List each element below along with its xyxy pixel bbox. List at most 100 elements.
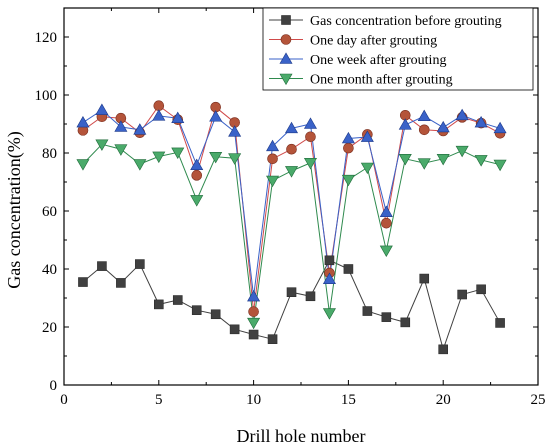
series-4-point: [209, 151, 223, 164]
series-1-point: [286, 287, 297, 298]
series-4-point: [493, 159, 507, 172]
series-1-point: [457, 289, 467, 300]
series-3-point: [190, 158, 204, 170]
legend-marker-2: [280, 34, 292, 45]
series-1-point: [476, 284, 486, 295]
series-1-point: [419, 273, 430, 284]
series-2-point: [305, 131, 316, 143]
series-2-point: [418, 124, 430, 136]
series-4-point: [303, 158, 317, 170]
y-tick-label: 120: [35, 30, 58, 46]
series-1-point: [400, 317, 411, 328]
series-3-point: [133, 123, 147, 135]
x-tick-label: 0: [60, 392, 68, 408]
series-2-point: [248, 306, 259, 317]
series-4-point: [152, 151, 166, 164]
series-1-point: [97, 261, 107, 271]
series-3-point: [436, 120, 450, 133]
plot-markers: [76, 100, 507, 355]
series-4-point: [133, 159, 147, 171]
series-3-point: [417, 109, 431, 121]
series-1-point: [324, 255, 335, 266]
series-4-point: [171, 147, 185, 160]
series-1-point: [495, 318, 505, 328]
series-1-point: [172, 295, 183, 305]
series-4-point: [285, 166, 299, 178]
series-1-point: [248, 329, 259, 340]
series-1-point: [305, 291, 316, 302]
series-1-point: [154, 299, 164, 310]
x-tick-label: 15: [341, 392, 356, 408]
series-3-point: [76, 115, 90, 128]
series-3-point: [398, 118, 412, 130]
series-4-point: [228, 153, 242, 165]
series-4-point: [114, 144, 128, 156]
series-3-point: [341, 131, 355, 144]
x-axis-title: Drill hole number: [237, 426, 366, 446]
series-3-point: [285, 121, 299, 134]
series-3-point: [474, 115, 488, 128]
series-2-point: [153, 100, 165, 112]
series-line-2: [82, 105, 501, 312]
series-1-point: [210, 309, 221, 320]
series-4-point: [417, 158, 431, 170]
series-1-point: [362, 306, 373, 316]
y-tick-label: 0: [50, 378, 58, 394]
series-2-point: [381, 217, 392, 229]
series-3-point: [303, 117, 317, 129]
legend-label-4: One month after grouting: [310, 73, 453, 88]
series-3-point: [360, 130, 374, 142]
y-tick-label: 40: [42, 262, 57, 278]
series-1-point: [381, 312, 392, 322]
y-tick-label: 80: [42, 146, 57, 162]
series-4-point: [266, 175, 280, 188]
series-3-point: [171, 111, 185, 123]
series-line-1: [82, 259, 501, 352]
series-4-point: [341, 174, 355, 187]
x-tick-label: 10: [246, 392, 261, 408]
legend-label-1: Gas concentration before grouting: [310, 14, 502, 29]
series-4-point: [360, 162, 374, 175]
series-1-point: [343, 264, 354, 274]
series-4-point: [436, 154, 450, 166]
x-tick-label: 25: [531, 392, 546, 408]
series-3-point: [379, 205, 393, 217]
series-1-point: [267, 334, 278, 344]
y-tick-label: 60: [42, 204, 57, 220]
legend-marker-3: [279, 52, 293, 64]
series-3-point: [266, 139, 280, 152]
x-tick-label: 20: [436, 392, 451, 408]
series-4-point: [398, 154, 412, 166]
legend-label-2: One day after grouting: [310, 34, 437, 49]
series-4-point: [95, 139, 109, 151]
series-1-point: [78, 277, 88, 287]
series-1-point: [116, 278, 126, 288]
series-line-3: [82, 109, 501, 297]
legend-marker-4: [279, 73, 293, 86]
legend-marker-1: [281, 15, 291, 25]
series-2-point: [267, 153, 278, 165]
x-tick-label: 5: [155, 392, 163, 408]
series-3-point: [247, 289, 261, 302]
series-4-point: [190, 195, 204, 207]
series-4-point: [379, 245, 393, 258]
series-1-point: [191, 305, 202, 315]
plot-lines: [82, 105, 501, 352]
series-4-point: [247, 317, 261, 330]
series-3-point: [493, 121, 507, 134]
series-3-point: [228, 125, 242, 137]
series-1-point: [438, 344, 449, 355]
series-4-point: [76, 159, 90, 171]
y-tick-label: 20: [42, 320, 57, 336]
legend: Gas concentration before grouting One day…: [262, 7, 534, 91]
series-3-point: [455, 108, 469, 121]
y-axis-title: Gas concentration(%): [4, 131, 25, 288]
series-1-point: [229, 324, 240, 335]
y-tick-label: 100: [35, 88, 58, 104]
series-1-point: [135, 259, 145, 269]
series-3-point: [152, 109, 166, 121]
series-3-point: [322, 272, 336, 284]
series-4-point: [474, 155, 488, 167]
series-2-point: [286, 143, 297, 155]
